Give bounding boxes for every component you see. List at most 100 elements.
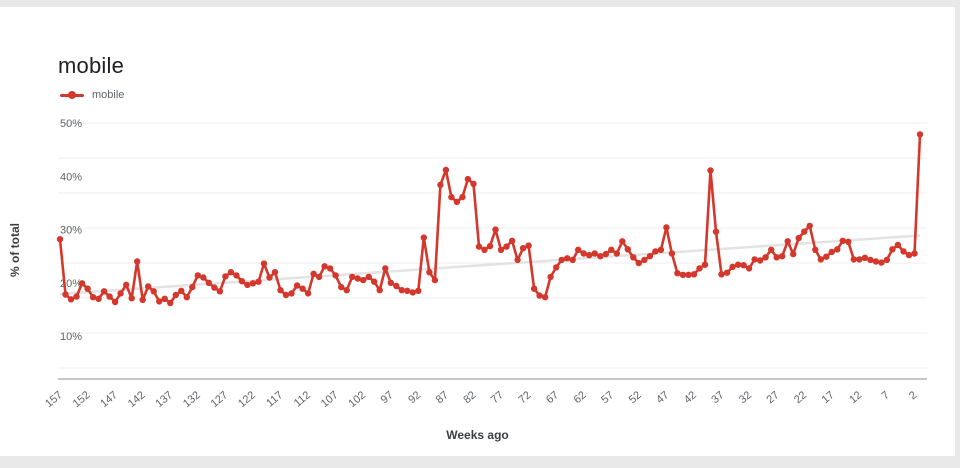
data-point — [900, 248, 907, 255]
data-point — [514, 256, 521, 264]
x-tick-label: 97 — [379, 389, 396, 406]
data-point — [580, 250, 587, 257]
data-point — [288, 290, 295, 297]
data-point — [315, 273, 323, 281]
data-point — [156, 298, 163, 305]
data-point — [564, 255, 571, 262]
data-point — [624, 246, 631, 253]
data-point — [194, 272, 201, 279]
trend-line-chart: 50%40%30%20%10%157 152 147 142 137 132 127 122 1… — [43, 118, 927, 410]
data-point — [729, 263, 736, 270]
data-point — [911, 250, 918, 257]
data-point — [365, 273, 372, 281]
data-point — [817, 256, 824, 263]
data-point — [613, 250, 620, 257]
data-point — [238, 278, 246, 285]
data-point — [200, 274, 207, 281]
data-point — [260, 260, 268, 267]
chart-title: mobile — [58, 53, 125, 78]
data-point — [723, 269, 731, 276]
x-tick-label: 52 — [627, 389, 644, 406]
data-point — [856, 256, 863, 263]
data-point — [431, 276, 439, 284]
data-point — [790, 250, 797, 258]
data-point — [547, 273, 554, 281]
x-tick-label: 82 — [461, 389, 478, 406]
data-point — [282, 291, 290, 299]
data-point — [718, 271, 725, 278]
data-point — [734, 261, 742, 268]
data-point — [486, 242, 494, 250]
data-point — [376, 287, 383, 294]
data-point — [464, 175, 472, 183]
data-point — [823, 253, 830, 260]
data-point — [872, 258, 880, 265]
data-point — [812, 246, 819, 253]
data-point — [712, 228, 720, 235]
data-point — [100, 288, 108, 295]
x-tick-label: 122 — [236, 389, 258, 410]
data-point — [349, 273, 356, 281]
data-point — [420, 234, 427, 241]
data-point — [801, 228, 808, 235]
data-point — [569, 256, 576, 264]
data-point — [558, 256, 565, 264]
data-point — [883, 256, 891, 264]
y-tick-label: 30% — [60, 225, 82, 237]
data-point — [657, 246, 665, 253]
data-point — [415, 287, 422, 294]
data-point — [56, 236, 64, 243]
data-point — [646, 253, 654, 260]
data-point — [475, 243, 483, 250]
data-point — [586, 251, 593, 259]
data-point — [123, 281, 130, 289]
x-tick-label: 72 — [516, 389, 533, 406]
data-point — [73, 293, 80, 300]
data-point — [216, 288, 224, 295]
data-point — [867, 256, 874, 264]
data-point — [382, 265, 389, 272]
x-tick-label: 142 — [126, 389, 148, 410]
data-point — [519, 245, 527, 252]
data-point — [84, 285, 91, 292]
y-axis-ticks: 50%40%30%20%10% — [60, 118, 82, 343]
data-point — [343, 287, 350, 294]
data-point — [437, 181, 444, 189]
data-point — [481, 246, 488, 253]
data-point — [635, 259, 642, 267]
data-point — [608, 246, 615, 253]
data-point — [679, 271, 687, 278]
x-tick-label: 57 — [599, 389, 616, 406]
data-point — [227, 269, 235, 276]
data-point — [293, 282, 301, 289]
data-point — [745, 265, 753, 272]
x-tick-label: 147 — [98, 389, 120, 410]
data-point — [768, 246, 775, 253]
data-point — [701, 261, 709, 268]
data-point — [553, 264, 560, 271]
data-point — [508, 237, 516, 244]
data-point — [806, 222, 813, 230]
data-point — [845, 238, 852, 245]
data-point — [619, 238, 626, 245]
data-point — [67, 296, 75, 303]
data-point — [674, 270, 681, 277]
data-point — [773, 254, 780, 261]
x-tick-label: 102 — [346, 389, 368, 410]
data-point — [828, 248, 835, 256]
legend: mobile — [60, 89, 124, 101]
data-point — [916, 131, 924, 138]
data-point — [304, 290, 312, 297]
data-point — [89, 294, 97, 301]
x-tick-label: 112 — [292, 389, 313, 409]
data-point — [575, 246, 582, 253]
data-point — [597, 253, 604, 260]
x-tick-label: 92 — [406, 389, 423, 406]
data-point — [271, 269, 279, 276]
data-point — [861, 254, 869, 261]
data-point — [630, 254, 637, 261]
data-point — [668, 250, 676, 257]
data-point — [211, 284, 218, 291]
data-point — [530, 285, 538, 292]
data-point — [839, 237, 846, 244]
